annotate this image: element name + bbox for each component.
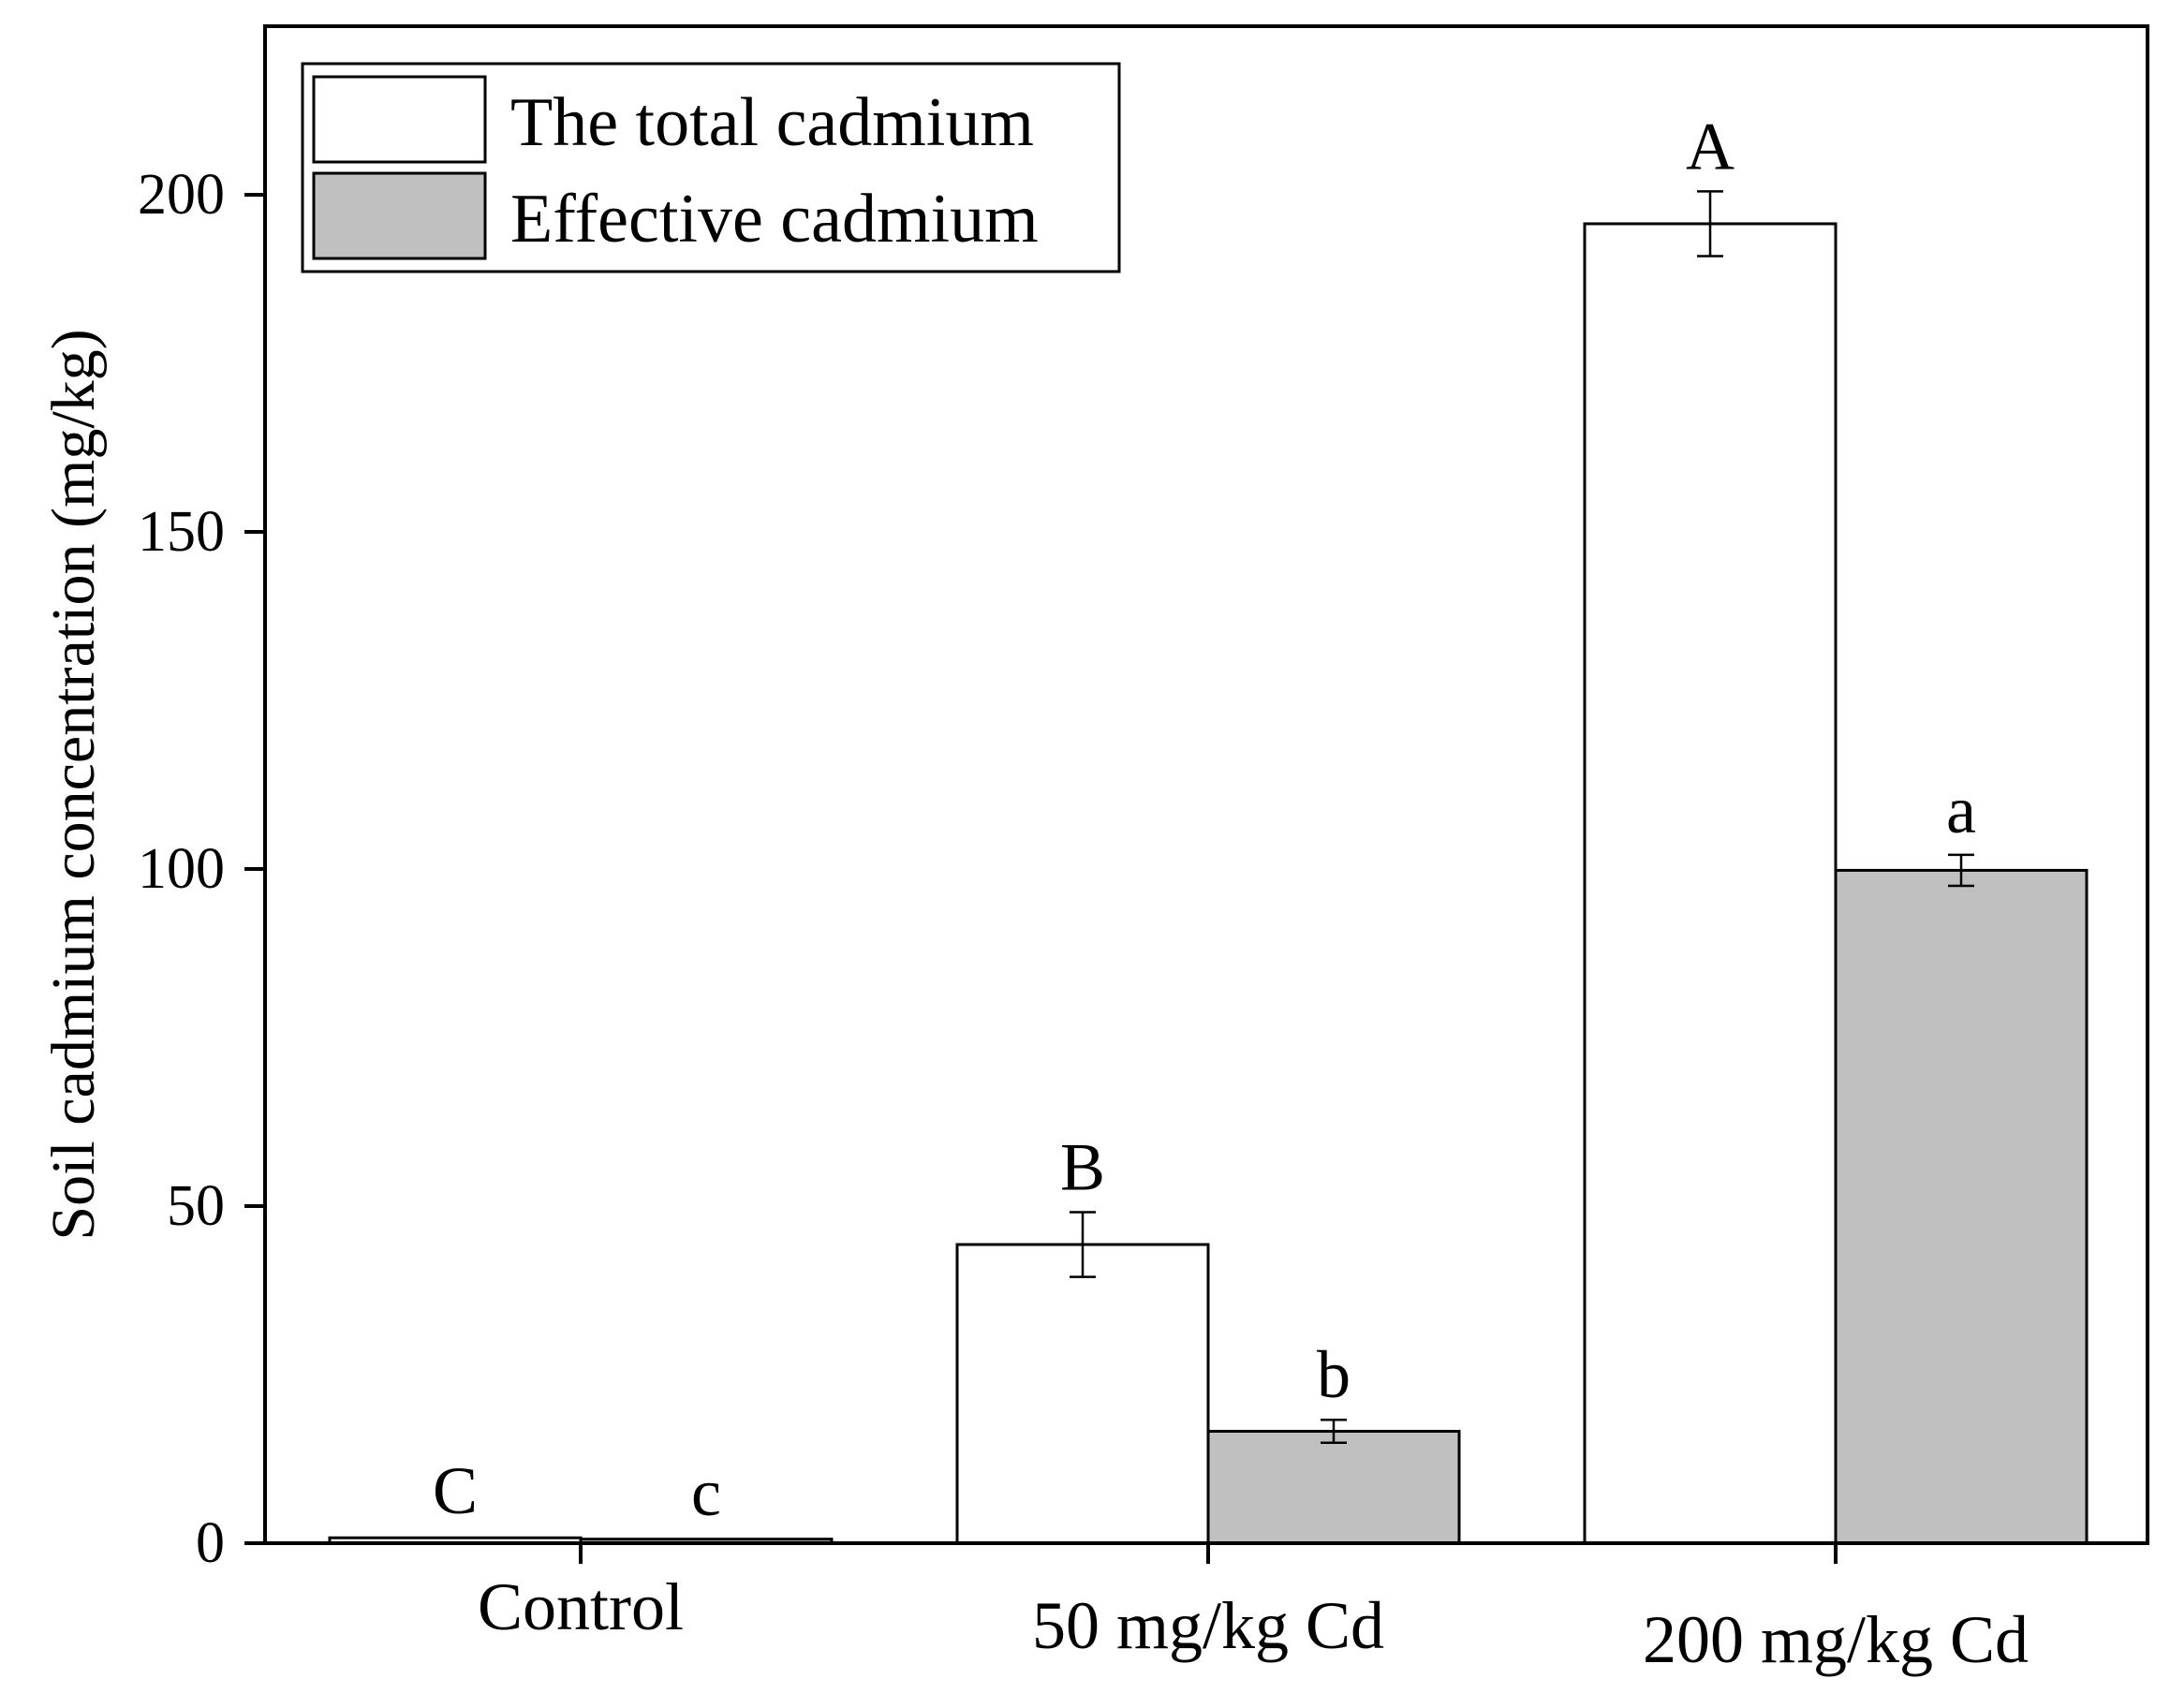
bar-total-200-mg-kg-cd bbox=[1583, 222, 1838, 1545]
x-category-label-50-mg-kg-cd: 50 mg/kg Cd bbox=[1032, 1588, 1384, 1663]
significance-letter-effective-200-mg-kg-cd: a bbox=[1946, 773, 1976, 847]
significance-letter-total-50-mg-kg-cd: B bbox=[1060, 1129, 1105, 1204]
y-tick-label-50: 50 bbox=[167, 1174, 225, 1238]
error-bar-effective-50-mg-kg-cd bbox=[1321, 1418, 1347, 1444]
error-bar-total-50-mg-kg-cd bbox=[1070, 1211, 1096, 1278]
bar-effective-50-mg-kg-cd bbox=[1206, 1429, 1461, 1545]
y-tick-label-150: 150 bbox=[138, 500, 225, 564]
bar-effective-200-mg-kg-cd bbox=[1834, 868, 2089, 1545]
bar-total-50-mg-kg-cd bbox=[955, 1243, 1210, 1545]
legend-label-effective-cadmium: Effective cadmium bbox=[510, 181, 1039, 258]
legend-swatch-total-cadmium bbox=[312, 75, 487, 164]
significance-letter-total-control: C bbox=[433, 1453, 478, 1528]
significance-letter-effective-control: c bbox=[691, 1455, 721, 1530]
legend-swatch-effective-cadmium bbox=[312, 171, 487, 260]
bars-layer bbox=[328, 222, 2089, 1545]
error-bar-total-200-mg-kg-cd bbox=[1697, 190, 1723, 258]
significance-letter-effective-50-mg-kg-cd: b bbox=[1317, 1337, 1351, 1412]
x-category-label-control: Control bbox=[478, 1569, 684, 1644]
legend: The total cadmium Effective cadmium bbox=[301, 62, 1121, 273]
y-tick-label-0: 0 bbox=[196, 1511, 225, 1575]
y-axis: 0 50 100 150 200 bbox=[138, 163, 265, 1575]
error-bars-layer bbox=[1070, 190, 1974, 1444]
y-axis-title: Soil cadmium concentration (mg/kg) bbox=[39, 329, 108, 1240]
legend-label-total-cadmium: The total cadmium bbox=[510, 84, 1034, 161]
error-bar-effective-200-mg-kg-cd bbox=[1948, 853, 1974, 888]
x-category-label-200-mg-kg-cd: 200 mg/kg Cd bbox=[1643, 1602, 2029, 1677]
y-tick-label-100: 100 bbox=[138, 837, 225, 901]
y-tick-label-200: 200 bbox=[138, 163, 225, 227]
significance-letter-total-200-mg-kg-cd: A bbox=[1686, 109, 1735, 184]
x-axis: Control 50 mg/kg Cd 200 mg/kg Cd bbox=[478, 1543, 2029, 1677]
